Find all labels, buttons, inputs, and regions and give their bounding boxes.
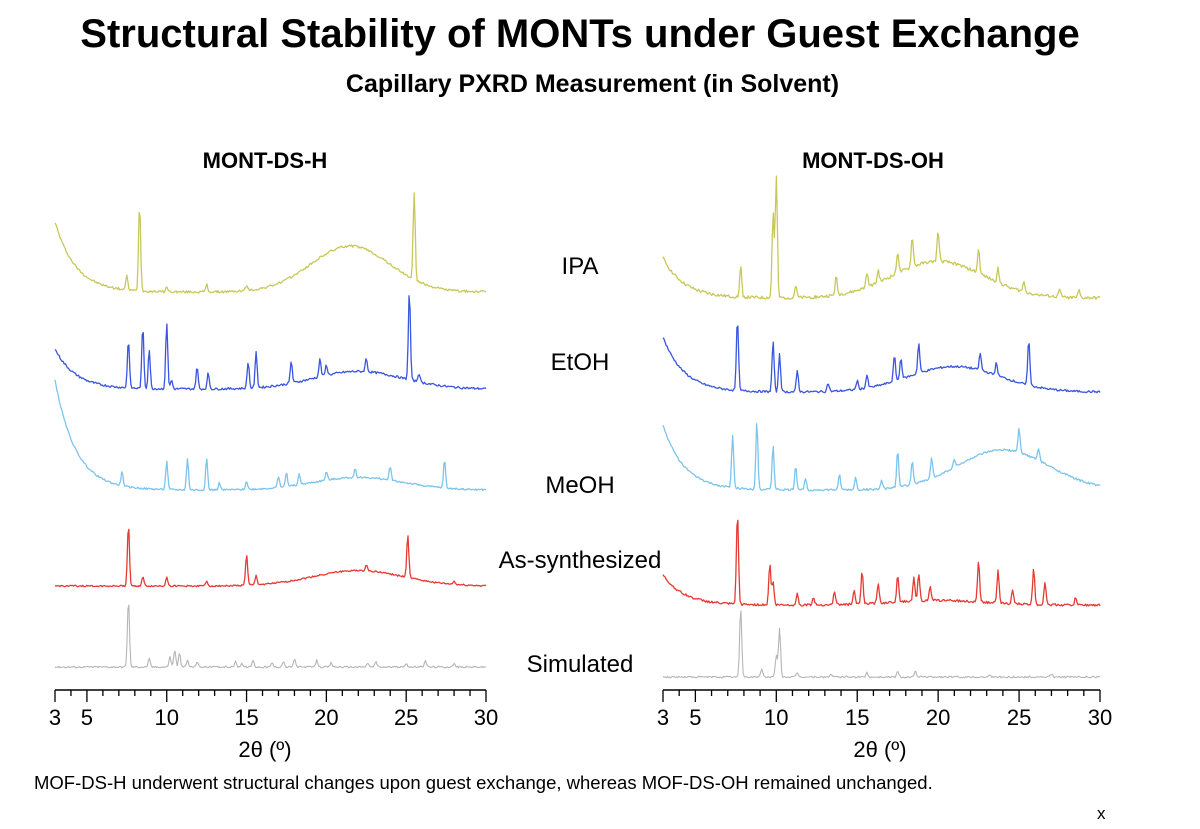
sample-label-ipa: IPA xyxy=(562,253,599,280)
series-line-right-meoh xyxy=(662,423,1101,492)
series-line-right-as-synthesized xyxy=(662,519,1101,607)
series-line-left-ipa xyxy=(54,192,487,294)
x-axis-left: 3 5 10 15 20 25 30 xyxy=(49,689,498,730)
x-tick-label-right-15: 15 xyxy=(845,705,869,730)
panel-title-right: MONT-DS-OH xyxy=(802,148,944,173)
page-subtitle: Capillary PXRD Measurement (in Solvent) xyxy=(345,70,840,98)
x-tick-label-left-15: 15 xyxy=(234,705,258,730)
x-tick-label-right-30: 30 xyxy=(1088,705,1112,730)
series-line-left-meoh xyxy=(54,379,487,492)
series-line-right-ipa xyxy=(662,175,1101,300)
caption: MOF-DS-H underwent structural changes up… xyxy=(34,772,933,793)
x-tick-label-right-3: 3 xyxy=(657,705,669,730)
series-line-right-simulated xyxy=(662,610,1101,679)
x-tick-label-left-5: 5 xyxy=(81,705,93,730)
series-line-right-etoh xyxy=(662,325,1101,394)
page-title: Structural Stability of MONTs under Gues… xyxy=(80,12,1080,56)
panel-title-left: MONT-DS-H xyxy=(203,148,328,173)
x-tick-label-left-25: 25 xyxy=(394,705,418,730)
x-tick-label-left-20: 20 xyxy=(314,705,338,730)
x-tick-label-right-25: 25 xyxy=(1007,705,1031,730)
series-line-left-simulated xyxy=(54,604,487,669)
x-axis-right: 3 5 10 15 20 25 30 xyxy=(657,689,1112,730)
sample-label-etoh: EtOH xyxy=(551,349,610,376)
series-line-left-as-synthesized xyxy=(54,528,487,588)
x-tick-label-right-20: 20 xyxy=(926,705,950,730)
x-tick-label-left-10: 10 xyxy=(154,705,178,730)
sample-label-as-synthesized: As-synthesized xyxy=(499,547,662,574)
series-group-right xyxy=(662,175,1101,679)
x-axis-label-left: 2θ (º) xyxy=(238,737,291,762)
sample-label-simulated: Simulated xyxy=(527,651,634,678)
series-line-left-etoh xyxy=(54,295,487,391)
x-tick-label-right-10: 10 xyxy=(764,705,788,730)
x-axis-label-right: 2θ (º) xyxy=(853,737,906,762)
sample-label-meoh: MeOH xyxy=(545,472,614,499)
x-tick-label-left-30: 30 xyxy=(474,705,498,730)
series-group-left xyxy=(54,192,487,669)
stray-mark: x xyxy=(1097,804,1106,823)
x-tick-label-right-5: 5 xyxy=(689,705,701,730)
x-tick-label-left-3: 3 xyxy=(49,705,61,730)
